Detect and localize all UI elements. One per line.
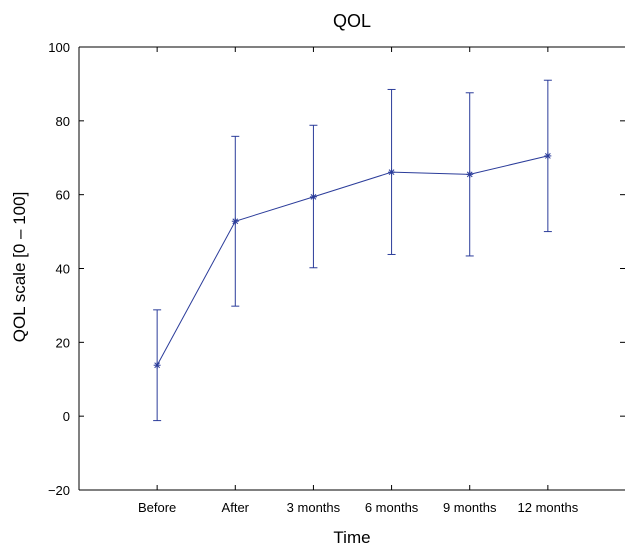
x-tick-label: 6 months <box>365 500 419 515</box>
x-tick-label: 9 months <box>443 500 497 515</box>
x-tick-label: 12 months <box>518 500 579 515</box>
y-tick-label: 100 <box>48 40 70 55</box>
x-tick-label: 3 months <box>287 500 341 515</box>
data-point-marker <box>466 170 474 178</box>
y-axis-title: QOL scale [0 – 100] <box>10 192 29 343</box>
plot-layer: −20 0 20 40 60 80 100 Before After 3 months 6 mont… <box>48 40 625 515</box>
y-tick-label: 0 <box>63 409 70 424</box>
chart-title: QOL <box>333 11 371 31</box>
data-point-marker <box>544 152 552 160</box>
y-tick-label: 80 <box>56 114 70 129</box>
x-axis-title: Time <box>333 528 370 545</box>
data-point-marker <box>153 361 161 369</box>
y-tick-label: 60 <box>56 188 70 203</box>
y-tick-label: 40 <box>56 262 70 277</box>
data-point-marker <box>388 168 396 176</box>
data-point-marker <box>309 193 317 201</box>
series-line <box>156 155 548 366</box>
y-tick-label: 20 <box>56 335 70 350</box>
x-tick-label: Before <box>138 500 176 515</box>
x-tick-label: After <box>222 500 250 515</box>
y-tick-label: −20 <box>48 483 70 498</box>
data-point-marker <box>231 217 239 225</box>
